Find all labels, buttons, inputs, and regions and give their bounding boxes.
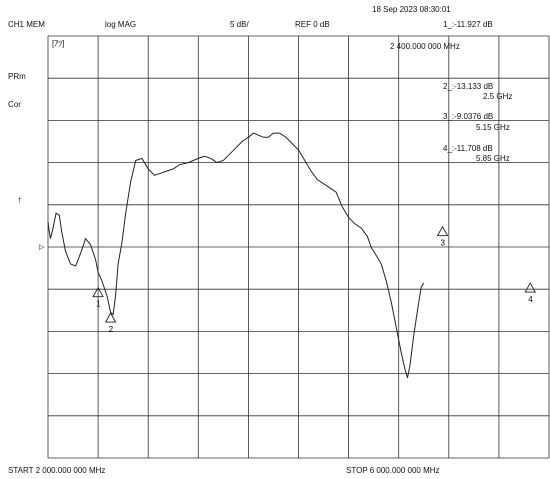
up-arrow-icon: ↑ [17, 195, 22, 206]
marker-2-value: 2_:-13.133 dB [443, 82, 494, 91]
marker-group: 1 2 3 4 [92, 225, 536, 334]
marker-3-label: 3 [441, 239, 446, 248]
timestamp: 18 Sep 2023 08:30:01 [372, 5, 451, 14]
format-label: log MAG [105, 20, 137, 29]
marker-4-label: 4 [528, 295, 533, 304]
status-box: [ｱﾂ] [52, 39, 65, 48]
trace-line [47, 132, 425, 378]
marker-3-freq: 5.15 GHz [476, 123, 510, 132]
marker-4-value: 4_:-11.708 dB [443, 144, 493, 153]
reference-arrow-icon: ▷ [39, 244, 45, 251]
marker-3-value: 3_:-9.0376 dB [443, 112, 494, 121]
graticule [47, 35, 550, 459]
marker-2-freq: 2.5 GHz [483, 92, 513, 101]
prm-indicator: PRm [8, 72, 26, 81]
marker-2-triangle [104, 312, 117, 323]
scale-label: 5 dB/ [230, 20, 249, 29]
stop-frequency: STOP 6 000.000 000 MHz [346, 466, 440, 475]
start-frequency: START 2 000.000 000 MHz [8, 466, 106, 475]
marker-1-triangle [92, 286, 104, 298]
active-marker-value: 1_:-11.927 dB [443, 20, 493, 29]
active-marker-frequency: 2 400.000 000 MHz [390, 42, 460, 51]
marker-3-triangle [436, 225, 449, 237]
channel-label: CH1 MEM [8, 20, 45, 29]
cor-indicator: Cor [8, 100, 21, 109]
marker-1-label: 1 [96, 300, 101, 309]
marker-4-triangle [524, 282, 536, 293]
reference-label: REF 0 dB [295, 20, 330, 29]
marker-2-label: 2 [109, 325, 114, 334]
marker-4-freq: 5.85 GHz [476, 154, 510, 163]
